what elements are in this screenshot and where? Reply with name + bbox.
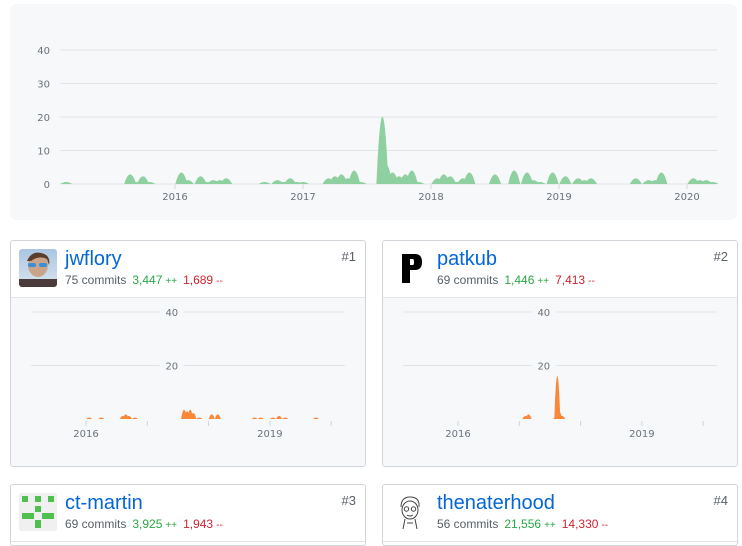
overview-svg: 0 10 20 30 40 2016 2017 2018 2019 2020 — [37, 46, 719, 203]
contributor-chart: 40 20 2016 2019 — [383, 298, 737, 466]
deletions-suffix: -- — [588, 276, 595, 287]
svg-text:2017: 2017 — [290, 192, 315, 203]
contributor-card-4: thenaterhood 56 commits 21,556 ++ 14,330 -- … — [382, 484, 738, 546]
contributor-username[interactable]: jwflory — [65, 248, 122, 270]
svg-text:2018: 2018 — [418, 192, 443, 203]
svg-text:20: 20 — [37, 113, 50, 124]
svg-text:2020: 2020 — [674, 192, 699, 203]
deletions-suffix: -- — [216, 276, 223, 287]
contributor-stats: 69 commits 3,925 ++ 1,943 -- — [65, 516, 223, 534]
svg-text:40: 40 — [37, 46, 50, 57]
additions-suffix: ++ — [165, 520, 178, 531]
contributor-card-3: ct-martin 69 commits 3,925 ++ 1,943 -- #3 — [10, 484, 366, 546]
contributor-header: patkub 69 commits 1,446 ++ 7,413 -- #2 — [383, 241, 737, 298]
contributor-chart-svg: 40 20 2016 2019 — [31, 305, 345, 440]
avatar[interactable] — [19, 249, 57, 287]
sketch-avatar-icon — [391, 493, 429, 531]
contributor-header: ct-martin 69 commits 3,925 ++ 1,943 -- #3 — [11, 485, 365, 542]
contributor-rank: #2 — [713, 249, 728, 264]
additions-count: 3,925 — [132, 517, 163, 531]
contributor-username[interactable]: ct-martin — [65, 492, 143, 514]
svg-text:2019: 2019 — [629, 429, 654, 440]
contributor-username[interactable]: patkub — [437, 248, 498, 270]
additions-count: 3,447 — [132, 273, 163, 287]
overview-area — [60, 116, 719, 184]
contributor-rank: #4 — [713, 493, 728, 508]
svg-text:30: 30 — [37, 80, 50, 91]
contributor-rank: #1 — [341, 249, 356, 264]
additions-suffix: ++ — [544, 520, 556, 531]
contributor-card-1: jwflory 75 commits 3,447 ++ 1,689 -- #1 40 20… — [10, 240, 366, 467]
svg-text:40: 40 — [537, 308, 550, 319]
contributor-stats: 75 commits 3,447 ++ 1,689 -- — [65, 272, 223, 290]
contributor-card-2: patkub 69 commits 1,446 ++ 7,413 -- #2 40 20 2… — [382, 240, 738, 467]
contributor-header: jwflory 75 commits 3,447 ++ 1,689 -- #1 — [11, 241, 365, 298]
identicon-avatar-icon — [19, 493, 57, 531]
svg-text:2019: 2019 — [257, 429, 282, 440]
commits-overview-chart: 0 10 20 30 40 2016 2017 2018 2019 2020 0 — [10, 4, 737, 220]
contributor-username[interactable]: thenaterhood — [437, 492, 555, 514]
commit-count[interactable]: 56 commits — [437, 517, 499, 531]
contributor-chart: 40 20 2016 2019 — [11, 298, 365, 466]
contributor-stats: 56 commits 21,556 ++ 14,330 -- — [437, 516, 608, 534]
additions-count: 21,556 — [504, 517, 542, 531]
deletions-suffix: -- — [216, 520, 223, 531]
deletions-count: 1,943 — [183, 517, 214, 531]
svg-text:2016: 2016 — [162, 192, 187, 203]
svg-text:20: 20 — [165, 362, 178, 373]
letter-p-avatar-icon — [391, 249, 429, 287]
svg-text:10: 10 — [37, 147, 50, 158]
svg-text:2019: 2019 — [546, 192, 571, 203]
commit-count[interactable]: 69 commits — [437, 273, 499, 287]
svg-text:2016: 2016 — [73, 429, 98, 440]
additions-suffix: ++ — [537, 276, 550, 287]
contributor-chart-svg: 40 20 2016 2019 — [403, 305, 717, 440]
avatar[interactable] — [19, 493, 57, 531]
contributor-rank: #3 — [341, 493, 356, 508]
photo-avatar-icon — [19, 249, 57, 287]
deletions-suffix: -- — [601, 520, 609, 531]
deletions-count: 7,413 — [555, 273, 586, 287]
deletions-count: 14,330 — [561, 517, 599, 531]
contributor-header: thenaterhood 56 commits 21,556 ++ 14,330 -- … — [383, 485, 737, 542]
avatar[interactable] — [391, 249, 429, 287]
svg-text:2016: 2016 — [445, 429, 470, 440]
svg-text:40: 40 — [165, 308, 178, 319]
avatar[interactable] — [391, 493, 429, 531]
contributor-stats: 69 commits 1,446 ++ 7,413 -- — [437, 272, 595, 290]
commit-count[interactable]: 69 commits — [65, 517, 127, 531]
additions-count: 1,446 — [504, 273, 535, 287]
svg-text:20: 20 — [537, 362, 550, 373]
additions-suffix: ++ — [165, 276, 178, 287]
svg-text:0: 0 — [44, 180, 50, 191]
deletions-count: 1,689 — [183, 273, 214, 287]
commit-count[interactable]: 75 commits — [65, 273, 127, 287]
